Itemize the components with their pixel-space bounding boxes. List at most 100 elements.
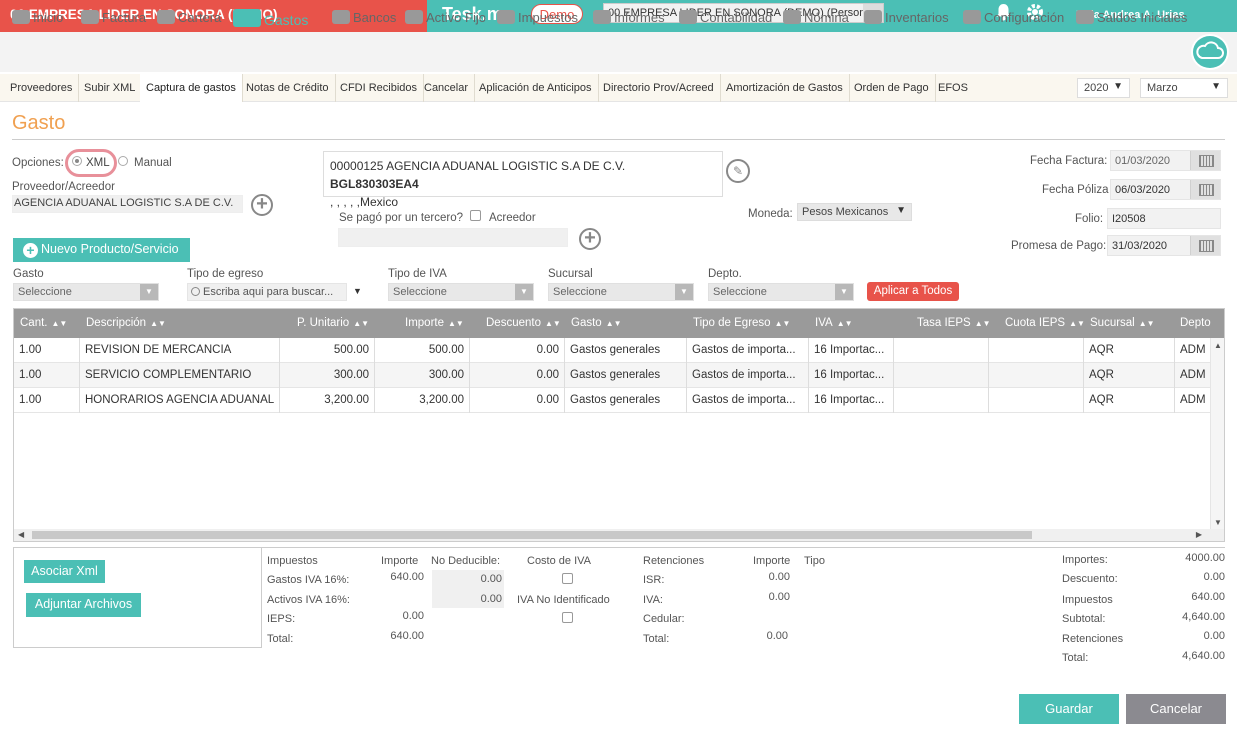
acreedor-checkbox[interactable] — [470, 210, 481, 221]
cell-descripcion[interactable]: HONORARIOS AGENCIA ADUANAL — [80, 388, 280, 413]
cell-depto[interactable]: ADM — [1180, 394, 1206, 406]
activos-iva-nd[interactable]: 0.00 — [480, 593, 502, 605]
calendar-icon[interactable] — [1190, 151, 1220, 170]
cell-depto[interactable]: ADM — [1180, 344, 1206, 356]
nav-nomina[interactable]: Nómina — [783, 10, 849, 25]
cell-importe[interactable]: 3,200.00 — [375, 388, 470, 413]
cell-iva[interactable]: 16 Importac... — [809, 363, 894, 388]
nav-inventarios[interactable]: Inventarios — [864, 10, 949, 25]
tipo-egreso-search[interactable]: Escriba aqui para buscar... — [187, 283, 347, 301]
year-select[interactable]: 2020 ▼ — [1077, 78, 1130, 98]
cancelar-button[interactable]: Cancelar — [1126, 694, 1226, 724]
month-select[interactable]: Marzo ▼ — [1140, 78, 1228, 98]
col-tasa-ieps[interactable]: Tasa IEPS ▲▼ — [917, 309, 991, 338]
scroll-thumb[interactable] — [32, 531, 1032, 539]
gear-icon[interactable] — [1026, 3, 1044, 26]
cell-cuota-ieps[interactable] — [989, 388, 1084, 413]
nav-informes[interactable]: Informes — [593, 10, 665, 25]
cell-tipo-egreso[interactable]: Gastos de importa... — [687, 388, 809, 413]
cell-cant[interactable]: 1.00 — [14, 338, 80, 363]
guardar-button[interactable]: Guardar — [1019, 694, 1119, 724]
iva-no-identificado-checkbox[interactable] — [562, 612, 573, 623]
add-proveedor-icon[interactable]: + — [251, 194, 273, 216]
cell-importe[interactable]: 300.00 — [375, 363, 470, 388]
nav-cartera[interactable]: Cartera — [157, 10, 221, 25]
aplicar-todos-button[interactable]: Aplicar a Todos — [867, 282, 959, 301]
nav-gastos[interactable]: Gastos — [233, 9, 308, 28]
col-cuota-ieps[interactable]: Cuota IEPS ▲▼ — [1005, 309, 1085, 338]
scroll-up-icon[interactable]: ▲ — [1214, 341, 1222, 350]
subnav-proveedores[interactable]: Proveedores — [4, 74, 80, 102]
col-sucursal[interactable]: Sucursal ▲▼ — [1090, 309, 1155, 338]
col-cant[interactable]: Cant. ▲▼ — [20, 309, 67, 338]
tipo-iva-select[interactable]: Seleccione ▼ — [388, 283, 534, 301]
sucursal-select[interactable]: Seleccione ▼ — [548, 283, 694, 301]
brand-logo[interactable]: Tesk.mx — [442, 4, 513, 24]
cloud-icon[interactable] — [1191, 34, 1229, 70]
user-greeting[interactable]: Hola Andrea A. Urias — [1076, 9, 1185, 21]
horizontal-scrollbar[interactable]: ◀ ▶ — [14, 529, 1224, 541]
gastos-iva-nd[interactable]: 0.00 — [480, 573, 502, 585]
pencil-icon[interactable]: ✎ — [726, 159, 750, 183]
calendar-icon[interactable] — [1190, 236, 1220, 255]
cell-depto[interactable]: ADM — [1180, 369, 1206, 381]
table-row[interactable]: 1.00 HONORARIOS AGENCIA ADUANAL 3,200.00… — [14, 388, 1210, 413]
folio-field[interactable]: I20508 — [1107, 208, 1221, 229]
cell-iva[interactable]: 16 Importac... — [809, 388, 894, 413]
cell-gasto[interactable]: Gastos generales — [565, 338, 687, 363]
scroll-right-icon[interactable]: ▶ — [1195, 530, 1202, 539]
cell-cuota-ieps[interactable] — [989, 338, 1084, 363]
cell-tasa-ieps[interactable] — [894, 388, 989, 413]
subnav-amortizacion[interactable]: Amortización de Gastos — [720, 74, 850, 102]
radio-xml[interactable] — [72, 156, 82, 166]
col-punitario[interactable]: P. Unitario ▲▼ — [297, 309, 369, 338]
cell-punitario[interactable]: 500.00 — [280, 338, 375, 363]
col-descuento[interactable]: Descuento ▲▼ — [486, 309, 561, 338]
col-importe[interactable]: Importe ▲▼ — [405, 309, 464, 338]
cell-tasa-ieps[interactable] — [894, 363, 989, 388]
promesa-field[interactable]: 31/03/2020 — [1107, 235, 1221, 256]
cell-tipo-egreso[interactable]: Gastos de importa... — [687, 338, 809, 363]
subnav-notas-credito[interactable]: Notas de Crédito — [240, 74, 336, 102]
cell-descuento[interactable]: 0.00 — [470, 388, 565, 413]
caret-down-icon[interactable]: ▼ — [353, 286, 362, 296]
nav-contabilidad[interactable]: Contabilidad — [679, 10, 772, 25]
company-select[interactable]: 00 EMPRESA LIDER EN SONORA (DEMO) (Perso… — [603, 3, 884, 23]
cell-punitario[interactable]: 300.00 — [280, 363, 375, 388]
table-row[interactable]: 1.00 REVISION DE MERCANCIA 500.00 500.00… — [14, 338, 1210, 363]
cell-sucursal[interactable]: AQR — [1084, 363, 1175, 388]
calendar-icon[interactable] — [1190, 180, 1220, 199]
depto-select[interactable]: Seleccione ▼ — [708, 283, 854, 301]
nav-configuracion[interactable]: Configuración — [963, 10, 1064, 25]
vertical-scrollbar[interactable]: ▲ ▼ — [1210, 338, 1224, 530]
col-tipo-egreso[interactable]: Tipo de Egreso ▲▼ — [693, 309, 790, 338]
cell-cuota-ieps[interactable] — [989, 363, 1084, 388]
nav-inicio[interactable]: Inicio — [12, 10, 63, 25]
bell-icon[interactable] — [995, 3, 1012, 26]
gasto-select[interactable]: Seleccione ▼ — [13, 283, 159, 301]
tercero-field[interactable] — [338, 228, 568, 247]
cell-descripcion[interactable]: REVISION DE MERCANCIA — [80, 338, 280, 363]
nav-impuestos[interactable]: Impuestos — [497, 10, 578, 25]
cell-descripcion[interactable]: SERVICIO COMPLEMENTARIO — [80, 363, 280, 388]
subnav-directorio[interactable]: Directorio Prov/Acreed — [597, 74, 721, 102]
cell-iva[interactable]: 16 Importac... — [809, 338, 894, 363]
cell-gasto[interactable]: Gastos generales — [565, 388, 687, 413]
scroll-left-icon[interactable]: ◀ — [18, 530, 25, 539]
subnav-cfdi-recibidos[interactable]: CFDI Recibidos — [334, 74, 425, 102]
fecha-poliza-field[interactable]: 06/03/2020 — [1110, 179, 1221, 200]
nav-activo-fijo[interactable]: Activo Fijo — [405, 10, 486, 25]
cell-cant[interactable]: 1.00 — [14, 363, 80, 388]
subnav-aplicacion-anticipos[interactable]: Aplicación de Anticipos — [473, 74, 599, 102]
cell-descuento[interactable]: 0.00 — [470, 338, 565, 363]
fecha-factura-field[interactable]: 01/03/2020 — [1110, 150, 1221, 171]
radio-manual[interactable] — [118, 156, 128, 166]
scroll-down-icon[interactable]: ▼ — [1214, 518, 1222, 527]
cell-tasa-ieps[interactable] — [894, 338, 989, 363]
cell-descuento[interactable]: 0.00 — [470, 363, 565, 388]
proveedor-field[interactable]: AGENCIA ADUANAL LOGISTIC S.A DE C.V. — [12, 195, 243, 213]
subnav-orden-pago[interactable]: Orden de Pago — [848, 74, 936, 102]
nav-factura[interactable]: Factura — [81, 10, 146, 25]
nuevo-producto-button[interactable]: + Nuevo Producto/Servicio — [13, 238, 190, 262]
cell-gasto[interactable]: Gastos generales — [565, 363, 687, 388]
